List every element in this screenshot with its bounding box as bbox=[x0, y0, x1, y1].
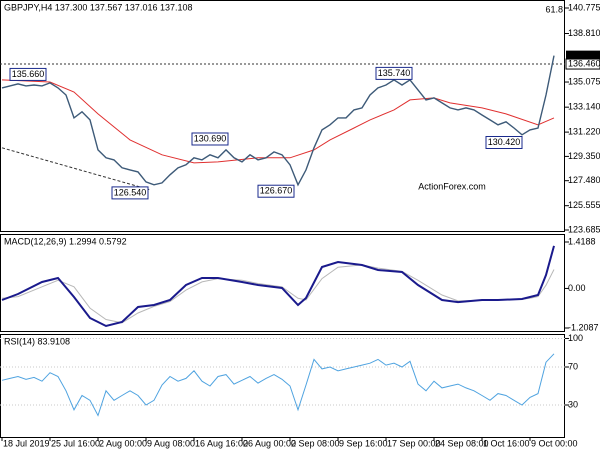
y-tick-label: 140.775 bbox=[568, 2, 600, 12]
price-box bbox=[565, 58, 600, 70]
price-box-label: 136.460 bbox=[568, 58, 600, 68]
x-tick-label: 1 Oct 16:00 bbox=[483, 438, 530, 448]
y-tick-label: 138.810 bbox=[568, 28, 600, 38]
annotation-label: 135.740 bbox=[378, 68, 411, 78]
series-line bbox=[1, 245, 555, 328]
annotation-label: 126.540 bbox=[114, 187, 147, 197]
series-line bbox=[1, 55, 555, 187]
annotation-box bbox=[111, 186, 149, 200]
price-box-label: 137.108 bbox=[568, 50, 600, 60]
panel-title: MACD(12,26,9) 1.2994 0.5792 bbox=[4, 236, 127, 246]
annotation-label: 126.670 bbox=[260, 186, 293, 196]
y-tick-label: 129.350 bbox=[568, 151, 600, 161]
panel-frame bbox=[0, 0, 565, 232]
annotation-box bbox=[485, 135, 523, 149]
y-tick-label: 123.685 bbox=[568, 224, 600, 234]
x-tick-label: 9 Sep 16:00 bbox=[339, 438, 388, 448]
panel-title: RSI(14) 83.9108 bbox=[4, 336, 70, 346]
y-tick-label: 1.4188 bbox=[568, 236, 596, 246]
annotation-label: 135.660 bbox=[12, 69, 45, 79]
y-tick-label: 0.00 bbox=[568, 283, 586, 293]
y-tick-label: -1.2087 bbox=[568, 322, 599, 332]
annotation-box bbox=[9, 67, 47, 81]
y-tick-label: 70 bbox=[568, 361, 578, 371]
x-tick-label: 25 Jul 16:00 bbox=[51, 438, 100, 448]
x-tick-label: 24 Sep 08:00 bbox=[435, 438, 489, 448]
annotation-label: 130.420 bbox=[488, 137, 521, 147]
annotation-label: 130.690 bbox=[194, 133, 227, 143]
annotation-box bbox=[257, 184, 295, 198]
y-tick-label: 30 bbox=[568, 399, 578, 409]
x-tick-label: 18 Jul 2019 bbox=[3, 438, 50, 448]
watermark: ActionForex.com bbox=[418, 181, 486, 191]
panel-title: GBPJPY,H4 137.300 137.567 137.016 137.10… bbox=[4, 2, 193, 12]
x-tick-label: 26 Aug 00:00 bbox=[243, 438, 296, 448]
panel-frame bbox=[0, 234, 565, 332]
x-tick-label: 9 Aug 08:00 bbox=[147, 438, 195, 448]
series-line bbox=[1, 353, 555, 417]
trend-line bbox=[1, 147, 151, 191]
annotation-box bbox=[191, 132, 229, 146]
annotation-box bbox=[375, 66, 413, 80]
price-box bbox=[566, 50, 600, 61]
x-tick-label: 17 Sep 00:00 bbox=[387, 438, 441, 448]
y-tick-label: 125.555 bbox=[568, 200, 600, 210]
fib-label: 61.8 bbox=[545, 4, 563, 14]
y-tick-label: 131.220 bbox=[568, 126, 600, 136]
series-line bbox=[1, 79, 555, 164]
y-tick-label: 127.480 bbox=[568, 175, 600, 185]
y-tick-label: 100 bbox=[568, 333, 583, 343]
y-tick-label: 135.075 bbox=[568, 76, 600, 86]
x-tick-label: 16 Aug 16:00 bbox=[195, 438, 248, 448]
x-tick-label: 2 Sep 08:00 bbox=[291, 438, 340, 448]
y-tick-label: 133.140 bbox=[568, 102, 600, 112]
x-tick-label: 9 Oct 00:00 bbox=[531, 438, 578, 448]
x-tick-label: 2 Aug 00:00 bbox=[99, 438, 147, 448]
panel-frame bbox=[0, 334, 565, 438]
